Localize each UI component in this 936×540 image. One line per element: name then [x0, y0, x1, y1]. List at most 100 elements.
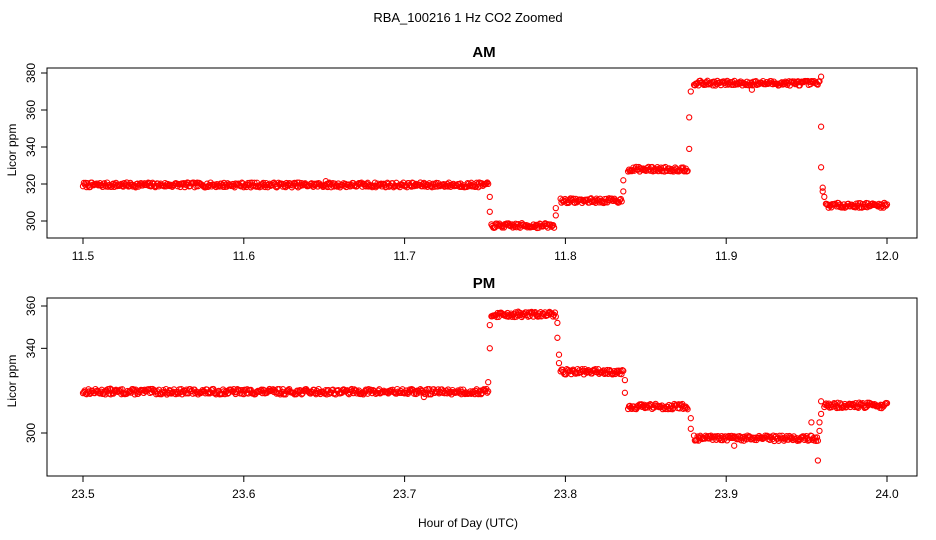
pm-data-point: [125, 389, 132, 396]
pm-data-point: [687, 415, 694, 422]
am-data-point: [485, 180, 492, 188]
am-data-point: [748, 86, 756, 93]
pm-data-point: [475, 390, 482, 398]
am-data-point: [819, 188, 826, 195]
pm-axes: 23.5 23.6 23.7 23.8 23.9 24.0 300 340 360: [24, 296, 899, 501]
pm-x-tick-label: 24.0: [875, 487, 899, 501]
am-data-point: [616, 196, 624, 203]
pm-data-point: [883, 399, 891, 407]
pm-x-tick-label: 23.8: [554, 487, 578, 501]
pm-data-point: [830, 399, 838, 407]
pm-data-point: [420, 393, 428, 401]
am-y-tick-label: 320: [24, 174, 38, 194]
figure-title: RBA_100216 1 Hz CO2 Zoomed: [373, 10, 562, 25]
am-y-tick-label: 360: [24, 100, 38, 120]
pm-y-tick-label: 360: [24, 296, 38, 316]
pm-x-tick-label: 23.9: [715, 487, 739, 501]
am-data-point: [626, 167, 634, 175]
am-x-tick-label: 11.6: [233, 249, 256, 263]
pm-data-point: [555, 359, 563, 367]
am-data-point: [821, 193, 828, 201]
am-x-tick-label: 11.9: [715, 249, 738, 263]
am-x-tick-label: 12.0: [875, 249, 899, 263]
am-data-point: [482, 180, 489, 188]
am-data-point: [550, 224, 558, 231]
am-data-point: [686, 114, 693, 121]
pm-data-point: [485, 379, 492, 386]
pm-data-point: [687, 425, 694, 432]
pm-data-point: [683, 404, 690, 412]
am-data-point: [686, 145, 693, 153]
pm-data-point: [592, 366, 599, 373]
pm-y-axis-label: Licor ppm: [5, 355, 19, 408]
pm-data-point: [486, 345, 493, 352]
am-data-point: [83, 183, 90, 191]
pm-data-point: [485, 388, 492, 395]
am-y-axis-label: Licor ppm: [5, 124, 19, 177]
am-data-point: [322, 178, 329, 185]
pm-data-point: [816, 427, 823, 435]
am-data-point: [825, 204, 832, 211]
pm-data-points: [79, 308, 891, 464]
am-data-point: [819, 184, 826, 191]
am-panel: AM Licor ppm 11.5 11.6 11.7 11.8 11.9 12.0 300…: [5, 44, 918, 263]
am-panel-title: AM: [472, 44, 495, 61]
pm-data-point: [486, 321, 493, 329]
pm-x-tick-label: 23.7: [393, 487, 417, 501]
pm-data-point: [554, 319, 561, 327]
pm-data-point: [107, 385, 114, 392]
pm-data-point: [792, 436, 799, 443]
pm-data-point: [684, 406, 691, 413]
am-data-point: [877, 204, 884, 211]
pm-data-point: [235, 386, 242, 393]
am-data-point: [596, 199, 603, 206]
am-data-point: [620, 177, 627, 184]
pm-data-point: [813, 434, 821, 441]
am-data-point: [817, 164, 825, 171]
pm-data-point: [621, 389, 629, 396]
pm-data-point: [444, 390, 451, 397]
x-axis-label: Hour of Day (UTC): [418, 516, 518, 530]
am-data-point: [552, 204, 559, 212]
pm-data-point: [552, 313, 559, 320]
pm-y-tick-label: 300: [24, 423, 38, 443]
pm-data-point: [814, 457, 822, 464]
am-data-point: [684, 167, 691, 175]
am-data-point: [486, 208, 493, 215]
am-y-tick-label: 380: [24, 63, 38, 83]
pm-y-tick-label: 340: [24, 338, 38, 358]
am-y-tick-label: 300: [24, 211, 38, 231]
am-x-tick-label: 11.7: [393, 249, 416, 263]
am-plot-frame: [46, 67, 918, 239]
am-data-point: [882, 202, 890, 209]
pm-data-point: [555, 351, 563, 358]
pm-data-point: [620, 367, 627, 374]
pm-panel-title: PM: [473, 275, 496, 292]
pm-x-tick-label: 23.6: [232, 487, 256, 501]
pm-panel: PM Licor ppm 23.5 23.6 23.7 23.8 23.9 24.0 300…: [5, 275, 918, 501]
am-data-point: [814, 81, 821, 88]
am-data-point: [882, 201, 889, 208]
am-data-points: [79, 73, 891, 232]
pm-data-point: [671, 400, 678, 408]
pm-data-point: [360, 391, 367, 398]
pm-data-point: [637, 401, 644, 409]
am-data-point: [486, 193, 493, 201]
pm-data-point: [816, 419, 823, 426]
pm-data-point: [808, 419, 815, 426]
am-data-point: [618, 198, 625, 205]
am-x-tick-label: 11.5: [72, 249, 95, 263]
am-axes: 11.5 11.6 11.7 11.8 11.9 12.0 300 320 340 360 380: [24, 63, 899, 263]
pm-data-point: [618, 370, 625, 378]
am-data-point: [687, 88, 694, 95]
pm-data-point: [161, 389, 169, 396]
pm-data-point: [817, 398, 825, 405]
am-x-tick-label: 11.8: [554, 249, 577, 263]
pm-data-point: [621, 376, 629, 384]
am-data-point: [709, 82, 717, 89]
am-data-point: [377, 181, 384, 188]
am-data-point: [552, 212, 559, 219]
pm-data-point: [554, 334, 561, 341]
pm-data-point: [817, 410, 825, 418]
